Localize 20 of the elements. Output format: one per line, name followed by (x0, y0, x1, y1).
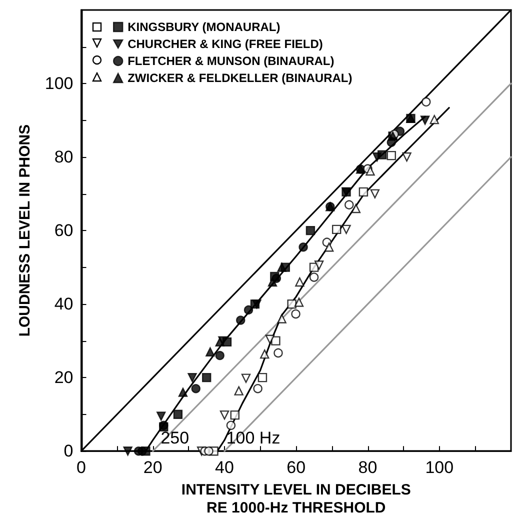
series-label: 100 Hz (226, 428, 280, 448)
legend-label: CHURCHER & KING (FREE FIELD) (128, 37, 323, 51)
series-label: 250 (160, 428, 190, 448)
y-tick-label: 20 (54, 368, 74, 388)
x-tick-label: 100 (425, 458, 454, 478)
x-tick-label: 60 (286, 458, 306, 478)
y-tick-label: 60 (54, 221, 74, 240)
y-tick-label: 100 (44, 74, 74, 94)
y-axis-title: LOUDNESS LEVEL IN PHONS (16, 124, 34, 337)
y-tick-label: 40 (54, 294, 74, 314)
y-tick-label: 0 (64, 442, 74, 461)
legend-label: ZWICKER & FELDKELLER (BINAURAL) (128, 71, 352, 85)
legend-label: FLETCHER & MUNSON (BINAURAL) (128, 54, 334, 68)
x-axis-title: INTENSITY LEVEL IN DECIBELS RE 1000-Hz THRESHOLD (181, 482, 411, 516)
x-tick-label: 80 (358, 458, 378, 478)
x-tick-label: 40 (215, 458, 234, 478)
y-tick-label: 80 (54, 148, 74, 167)
x-tick-label: 0 (76, 458, 86, 478)
legend-label: KINGSBURY (MONAURAL) (128, 20, 280, 34)
x-tick-label: 20 (143, 458, 162, 478)
